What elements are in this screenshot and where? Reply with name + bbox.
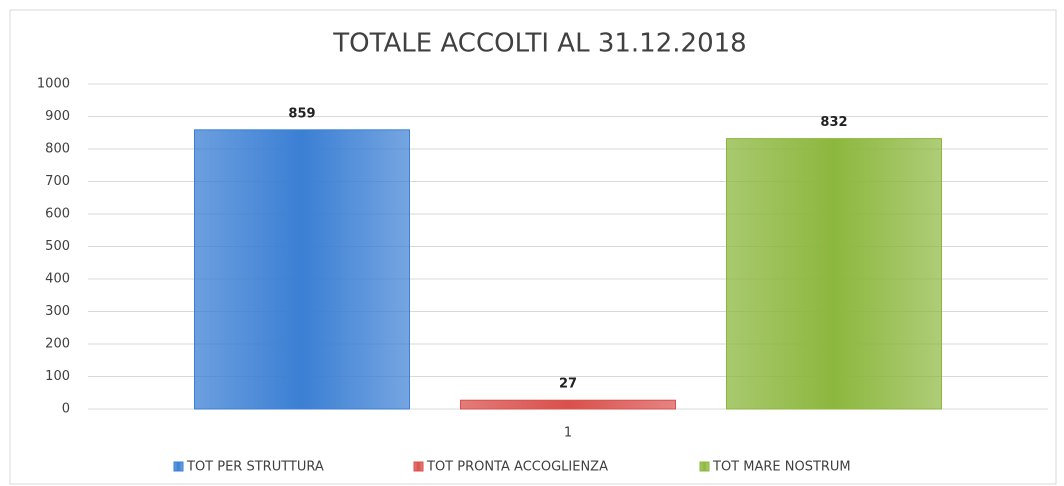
x-tick-label: 1 — [564, 426, 572, 441]
y-tick-label: 300 — [45, 304, 70, 319]
data-label: 832 — [820, 115, 847, 130]
chart-title: TOTALE ACCOLTI AL 31.12.2018 — [332, 29, 746, 59]
legend-swatch — [413, 461, 424, 472]
y-tick-label: 500 — [45, 239, 70, 254]
y-tick-label: 900 — [45, 109, 70, 124]
legend-label: TOT PER STRUTTURA — [186, 460, 324, 475]
y-tick-label: 200 — [45, 337, 70, 352]
legend-swatch — [173, 461, 184, 472]
y-tick-label: 400 — [45, 272, 70, 287]
y-tick-label: 1000 — [37, 77, 70, 92]
y-tick-label: 800 — [45, 142, 70, 157]
legend-swatch — [699, 461, 710, 472]
y-tick-label: 600 — [45, 207, 70, 222]
y-tick-label: 100 — [45, 369, 70, 384]
data-label: 27 — [559, 377, 577, 392]
legend-label: TOT MARE NOSTRUM — [712, 460, 851, 475]
legend-label: TOT PRONTA ACCOGLIENZA — [426, 460, 608, 475]
bar — [194, 129, 410, 410]
bar — [726, 138, 942, 410]
y-tick-label: 0 — [62, 402, 70, 417]
data-label: 859 — [288, 106, 315, 121]
y-tick-label: 700 — [45, 174, 70, 189]
bar — [460, 399, 676, 410]
